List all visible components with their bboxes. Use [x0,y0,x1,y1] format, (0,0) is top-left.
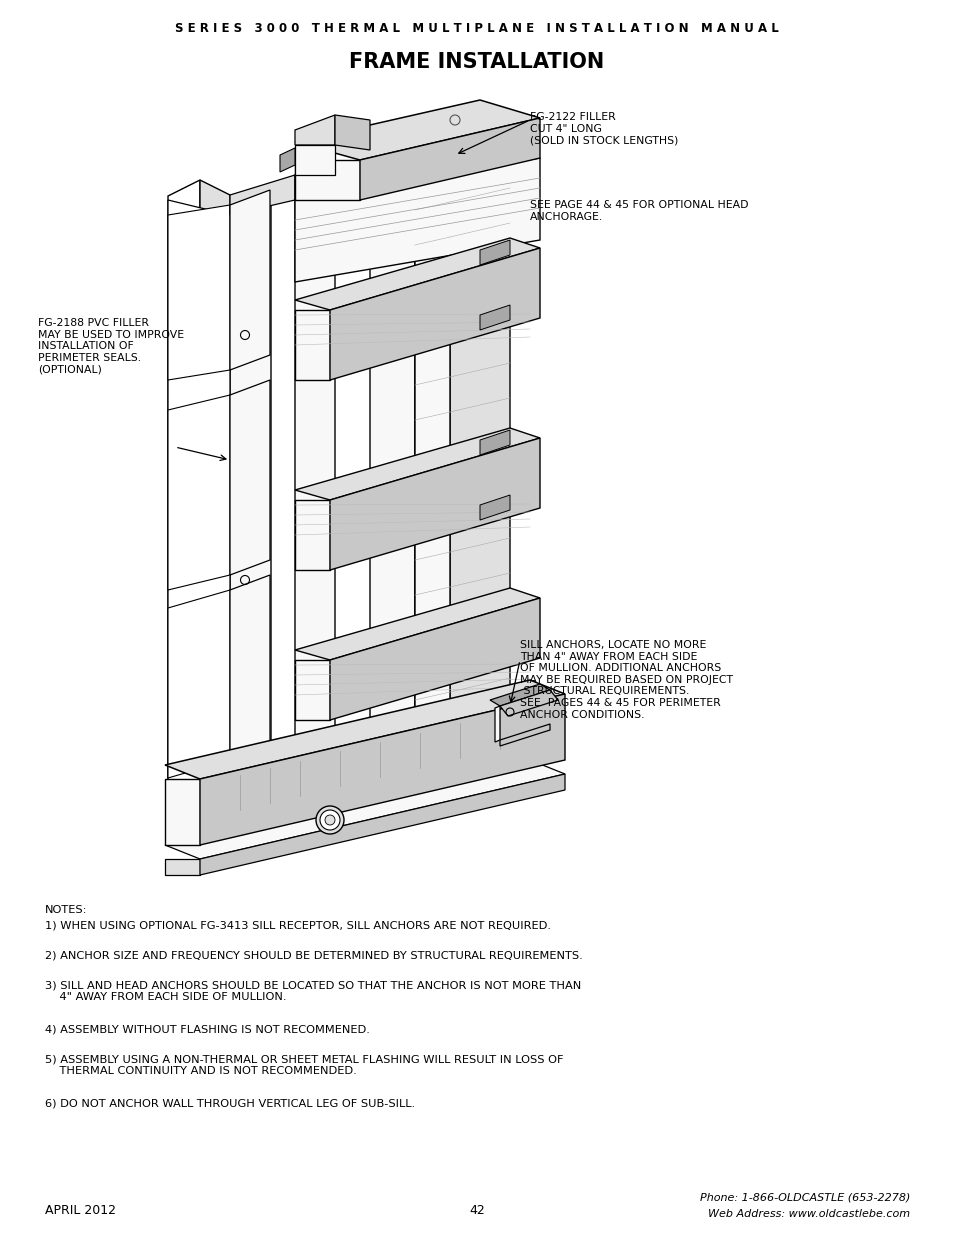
Polygon shape [294,195,335,830]
Text: 42: 42 [469,1203,484,1216]
Polygon shape [230,380,270,576]
Polygon shape [165,760,564,860]
Polygon shape [200,774,564,876]
Polygon shape [495,706,499,742]
Polygon shape [230,175,294,215]
Polygon shape [479,305,510,330]
Polygon shape [168,200,230,840]
Text: FRAME INSTALLATION: FRAME INSTALLATION [349,52,604,72]
Text: S E R I E S   3 0 0 0   T H E R M A L   M U L T I P L A N E   I N S T A L L A T : S E R I E S 3 0 0 0 T H E R M A L M U L … [175,22,778,35]
Text: 5) ASSEMBLY USING A NON-THERMAL OR SHEET METAL FLASHING WILL RESULT IN LOSS OF
 : 5) ASSEMBLY USING A NON-THERMAL OR SHEET… [45,1053,563,1076]
Text: FG-2188 PVC FILLER
MAY BE USED TO IMPROVE
INSTALLATION OF
PERIMETER SEALS.
(OPTI: FG-2188 PVC FILLER MAY BE USED TO IMPROV… [38,317,184,374]
Text: NOTES:: NOTES: [45,905,88,915]
Polygon shape [294,659,330,720]
Polygon shape [330,598,539,720]
Circle shape [319,810,339,830]
Text: 6) DO NOT ANCHOR WALL THROUGH VERTICAL LEG OF SUB-SILL.: 6) DO NOT ANCHOR WALL THROUGH VERTICAL L… [45,1098,415,1108]
Polygon shape [479,240,510,266]
Circle shape [325,815,335,825]
Polygon shape [370,175,415,820]
Polygon shape [294,144,335,175]
Polygon shape [370,140,415,175]
Polygon shape [330,438,539,571]
Polygon shape [294,158,335,200]
Polygon shape [168,590,230,778]
Text: 4) ASSEMBLY WITHOUT FLASHING IS NOT RECOMMENED.: 4) ASSEMBLY WITHOUT FLASHING IS NOT RECO… [45,1024,370,1034]
Polygon shape [230,576,270,760]
Polygon shape [200,694,564,845]
Text: Phone: 1-866-OLDCASTLE (653-2278): Phone: 1-866-OLDCASTLE (653-2278) [699,1193,909,1203]
Polygon shape [294,161,359,200]
Text: Web Address: www.oldcastlebe.com: Web Address: www.oldcastlebe.com [707,1209,909,1219]
Text: 2) ANCHOR SIZE AND FREQUENCY SHOULD BE DETERMINED BY STRUCTURAL REQUIREMENTS.: 2) ANCHOR SIZE AND FREQUENCY SHOULD BE D… [45,950,582,960]
Polygon shape [168,205,230,380]
Polygon shape [450,128,510,782]
Polygon shape [280,148,294,172]
Circle shape [315,806,344,834]
Polygon shape [165,680,564,779]
Polygon shape [230,195,271,840]
Polygon shape [294,500,330,571]
Polygon shape [294,310,330,380]
Polygon shape [330,248,539,380]
Polygon shape [294,588,539,659]
Text: FG-2122 FILLER
CUT 4" LONG
(SOLD IN STOCK LENGTHS): FG-2122 FILLER CUT 4" LONG (SOLD IN STOC… [530,112,678,146]
Polygon shape [490,684,550,706]
Polygon shape [479,430,510,454]
Text: APRIL 2012: APRIL 2012 [45,1203,116,1216]
Polygon shape [230,190,270,370]
Polygon shape [294,429,539,500]
Polygon shape [200,180,230,820]
Polygon shape [168,395,230,590]
Text: 1) WHEN USING OPTIONAL FG-3413 SILL RECEPTOR, SILL ANCHORS ARE NOT REQUIRED.: 1) WHEN USING OPTIONAL FG-3413 SILL RECE… [45,920,551,930]
Polygon shape [415,149,450,800]
Polygon shape [168,180,200,836]
Polygon shape [294,100,539,161]
Polygon shape [294,115,335,144]
Polygon shape [359,119,539,200]
Text: 3) SILL AND HEAD ANCHORS SHOULD BE LOCATED SO THAT THE ANCHOR IS NOT MORE THAN
 : 3) SILL AND HEAD ANCHORS SHOULD BE LOCAT… [45,981,580,1002]
Polygon shape [499,690,558,716]
Polygon shape [165,779,200,845]
Polygon shape [335,115,370,149]
Polygon shape [499,724,550,746]
Polygon shape [165,860,200,876]
Text: SEE PAGE 44 & 45 FOR OPTIONAL HEAD
ANCHORAGE.: SEE PAGE 44 & 45 FOR OPTIONAL HEAD ANCHO… [530,200,748,221]
Polygon shape [294,238,539,310]
Text: SILL ANCHORS, LOCATE NO MORE
THAN 4" AWAY FROM EACH SIDE
OF MULLION. ADDITIONAL : SILL ANCHORS, LOCATE NO MORE THAN 4" AWA… [519,640,732,720]
Polygon shape [479,495,510,520]
Polygon shape [294,158,539,282]
Polygon shape [415,140,450,800]
